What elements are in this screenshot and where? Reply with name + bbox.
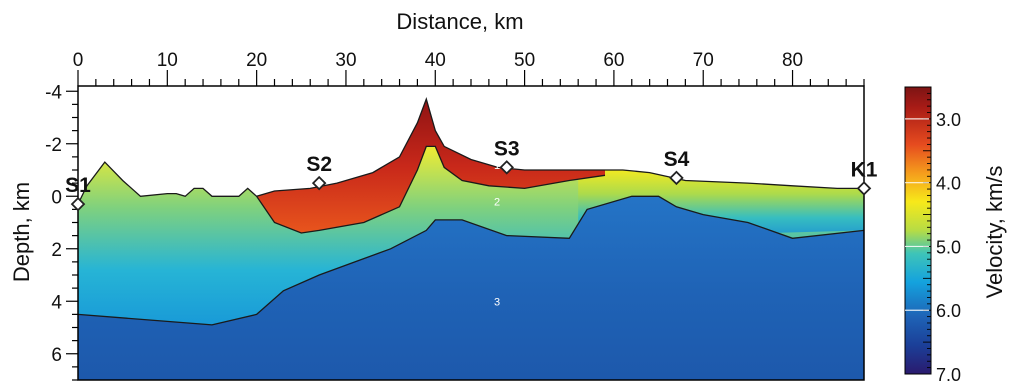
boundary-2-3-line (78, 195, 864, 326)
boundary-1-2-line (256, 145, 606, 234)
x-axis: 0 10 20 30 40 50 60 70 80 (73, 50, 865, 86)
surface-line (78, 97, 864, 205)
x-tick-label: 20 (246, 50, 267, 71)
x-tick-label: 10 (157, 50, 178, 71)
x-tick-label: 40 (425, 50, 446, 71)
station-marker (856, 181, 872, 196)
colorbar-gradient (904, 86, 932, 375)
colorbar: 3.0 4.0 5.0 6.0 7.0 (904, 86, 961, 385)
colorbar-tick-label: 3.0 (936, 110, 961, 130)
y-tick-label: 6 (51, 345, 62, 366)
x-tick-label: 70 (693, 50, 714, 71)
station-label: S4 (664, 148, 690, 171)
station-label: S3 (494, 137, 520, 160)
y-tick-label: 0 (51, 187, 62, 208)
colorbar-tick-label: 5.0 (936, 237, 961, 257)
station-marker (499, 160, 515, 175)
y-tick-label: 4 (51, 292, 62, 313)
station-marker (311, 175, 327, 191)
x-tick-label: 0 (73, 50, 84, 71)
x-tick-label: 80 (782, 50, 803, 71)
y-axis: -4 -2 0 2 4 6 (45, 82, 78, 381)
colorbar-title: Velocity, km/s (982, 166, 1007, 299)
x-tick-label: 60 (603, 50, 624, 71)
station-label: K1 (851, 158, 878, 181)
layer-label: 2 (494, 197, 500, 209)
station-marker (669, 170, 684, 186)
x-axis-title: Distance, km (396, 9, 523, 34)
colorbar-tick-label: 4.0 (936, 174, 961, 194)
station-marker (70, 196, 86, 212)
station-label: S1 (65, 174, 91, 197)
station-label: S2 (306, 153, 332, 176)
deep-layer-fill (78, 196, 864, 380)
x-tick-label: 50 (514, 50, 535, 71)
layer-label: 1 (494, 160, 500, 172)
sediment-layer-fill (256, 99, 605, 233)
colorbar-tick-label: 7.0 (936, 365, 961, 385)
colorbar-tick-label: 6.0 (936, 301, 961, 321)
x-tick-label: 30 (335, 50, 356, 71)
y-tick-label: 2 (51, 240, 62, 261)
layer-labels: 1 2 3 (494, 160, 500, 309)
y-axis-title: Depth, km (9, 182, 34, 282)
y-tick-label: -4 (45, 82, 62, 103)
y-tick-label: -2 (45, 135, 62, 156)
layer-label: 3 (494, 296, 500, 308)
station-markers: S1 S2 S3 S4 K1 (65, 137, 878, 212)
